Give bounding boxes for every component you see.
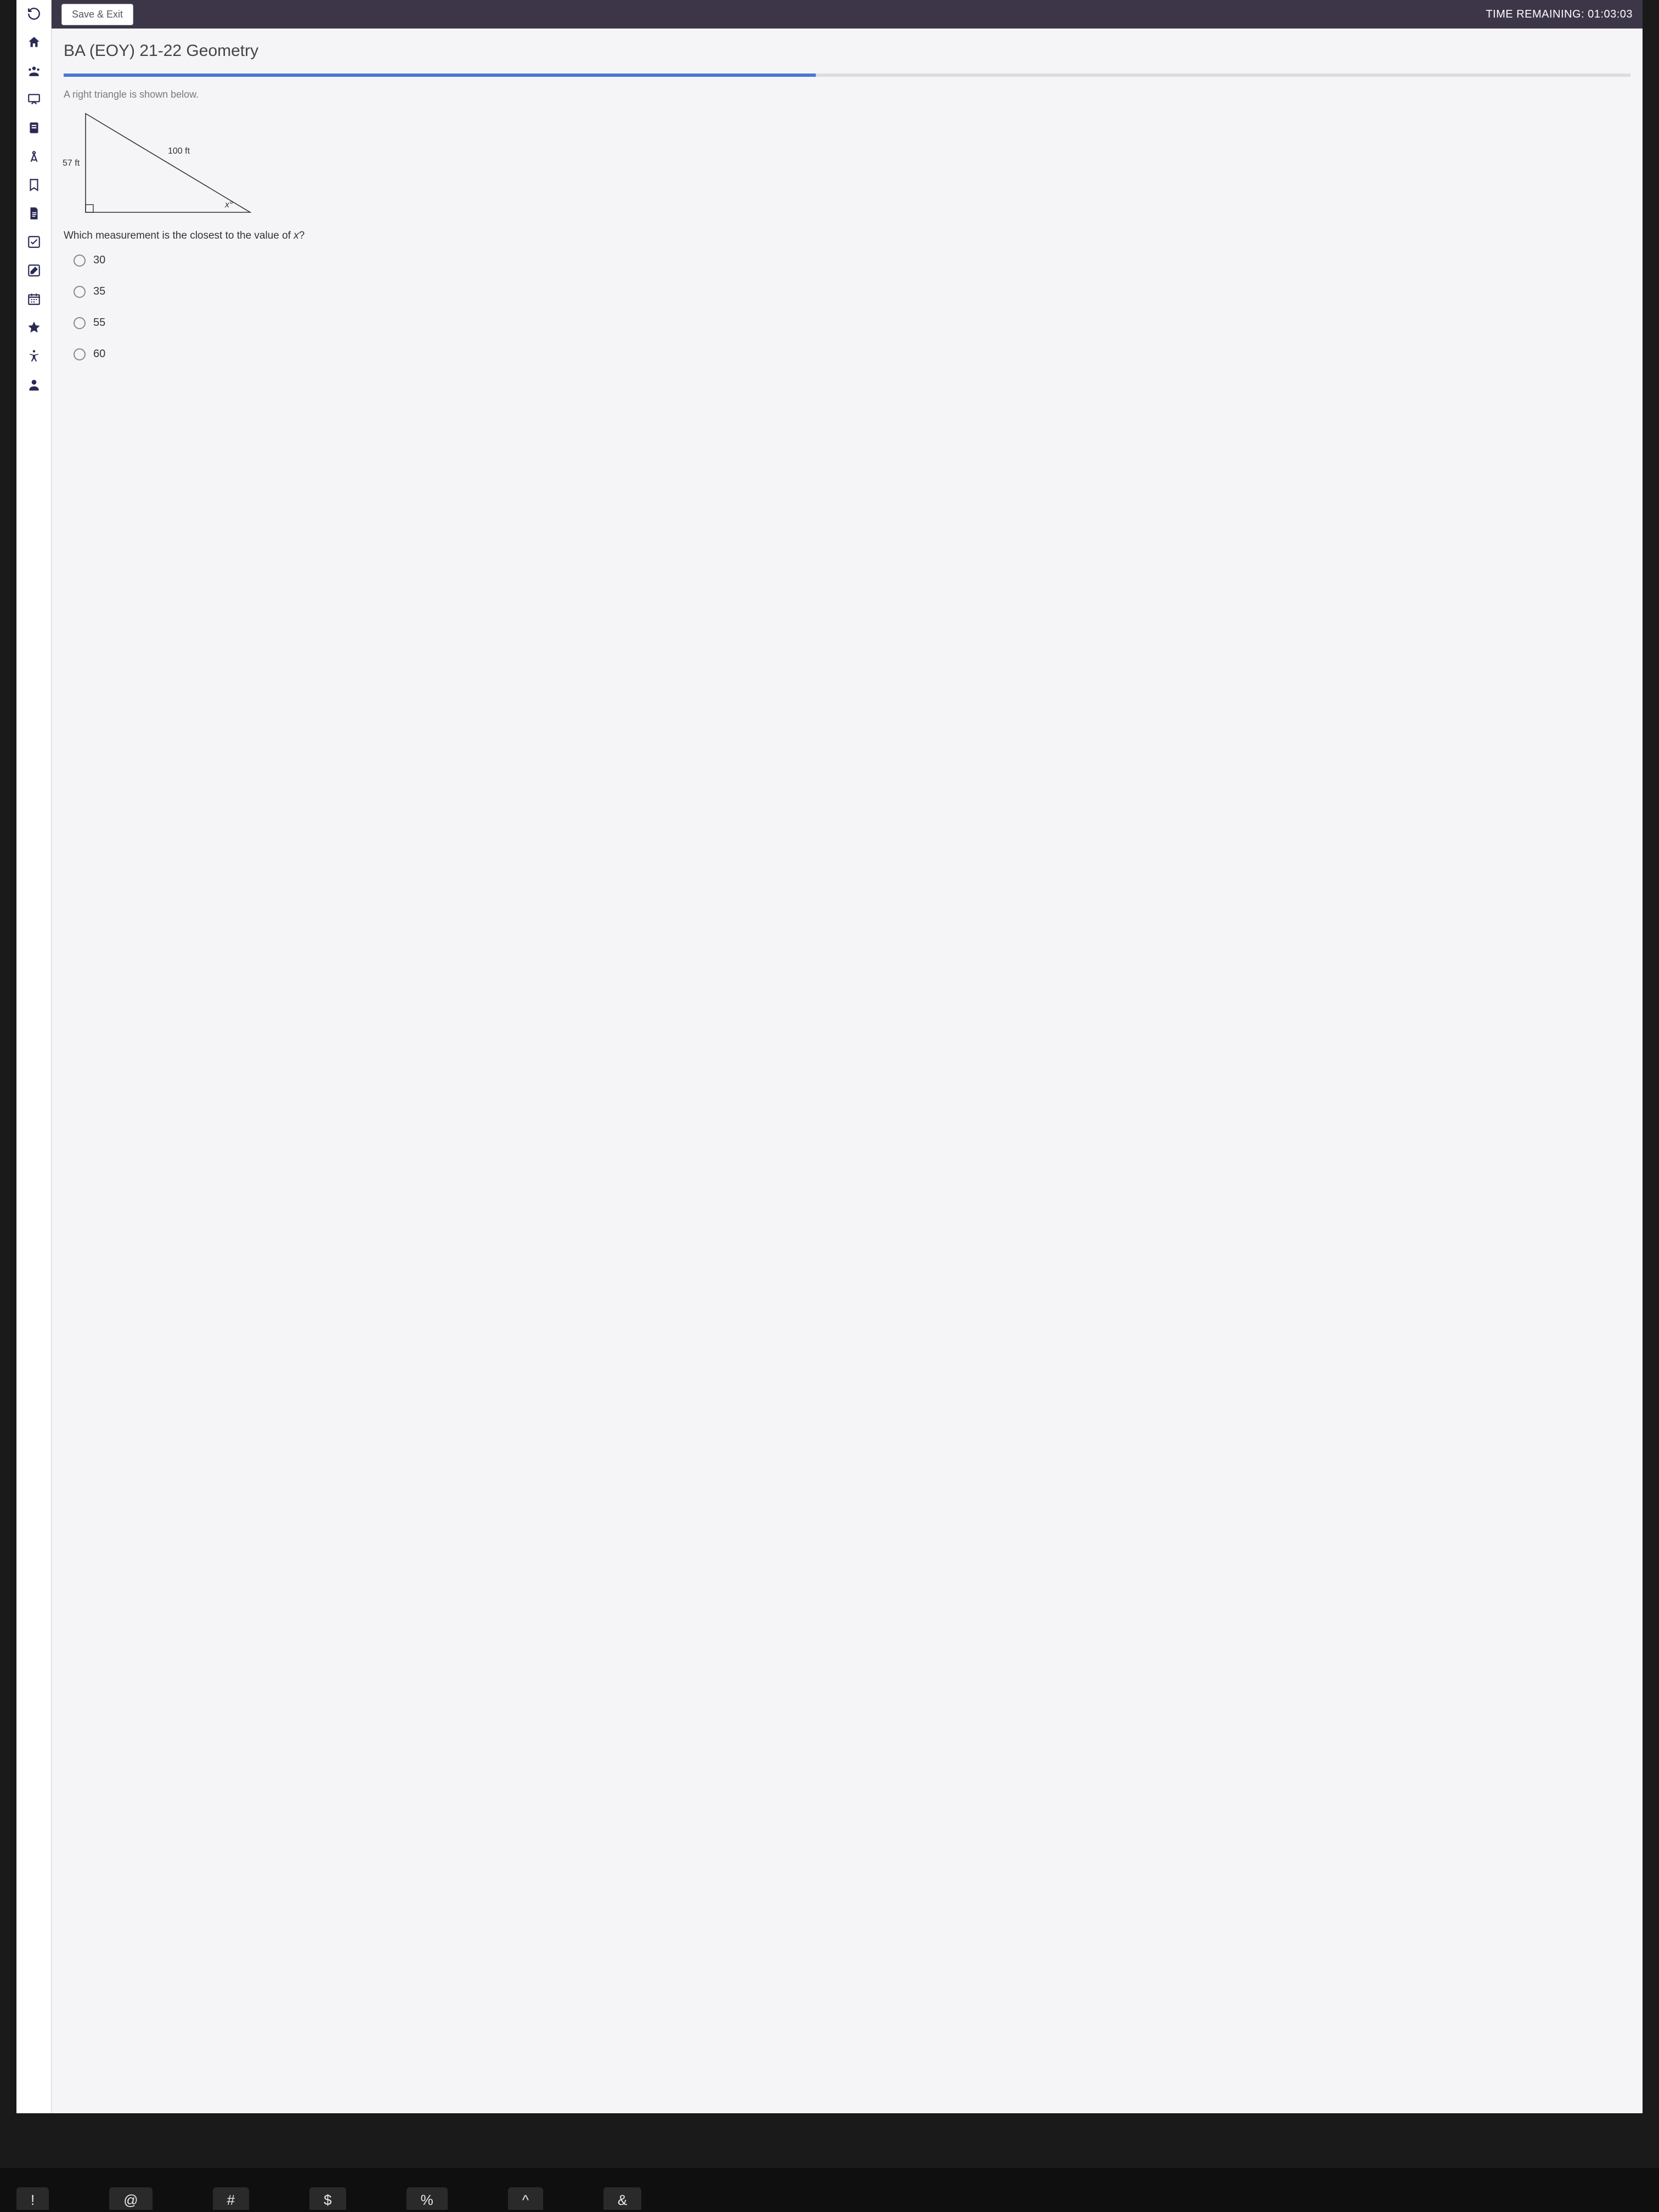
kbd-key[interactable]: @: [109, 2187, 152, 2210]
kbd-key[interactable]: #: [213, 2187, 249, 2210]
edit-box-icon[interactable]: [26, 262, 42, 279]
refresh-icon[interactable]: [26, 5, 42, 22]
home-icon[interactable]: [26, 34, 42, 50]
check-box-icon[interactable]: [26, 234, 42, 250]
radio-icon: [74, 255, 86, 267]
document-icon[interactable]: [26, 205, 42, 222]
title-area: BA (EOY) 21-22 Geometry: [52, 29, 1643, 66]
kbd-key[interactable]: $: [309, 2187, 346, 2210]
keyboard-row: ! @ # $ % ^ &: [0, 2168, 1659, 2212]
option-2[interactable]: 55: [74, 317, 1630, 329]
kbd-key[interactable]: &: [603, 2187, 641, 2210]
compass-tool-icon[interactable]: [26, 148, 42, 165]
bookmark-icon[interactable]: [26, 177, 42, 193]
accessibility-icon[interactable]: [26, 348, 42, 364]
radio-icon: [74, 348, 86, 360]
progress-bar: [64, 74, 1630, 77]
calendar-icon[interactable]: [26, 291, 42, 307]
kbd-key[interactable]: ^: [508, 2187, 543, 2210]
time-remaining: TIME REMAINING: 01:03:03: [1486, 8, 1633, 21]
topbar: Save & Exit TIME REMAINING: 01:03:03: [52, 0, 1643, 29]
option-label: 30: [93, 254, 105, 267]
question-text: Which measurement is the closest to the …: [64, 230, 1630, 242]
question-prompt: A right triangle is shown below.: [64, 89, 1630, 100]
main-content: Save & Exit TIME REMAINING: 01:03:03 BA …: [52, 0, 1643, 2113]
option-label: 55: [93, 317, 105, 329]
time-remaining-value: 01:03:03: [1588, 8, 1633, 20]
save-exit-button[interactable]: Save & Exit: [61, 4, 133, 25]
people-icon[interactable]: [26, 63, 42, 79]
star-icon[interactable]: [26, 319, 42, 336]
option-1[interactable]: 35: [74, 285, 1630, 298]
kbd-key[interactable]: %: [407, 2187, 448, 2210]
sidebar: [16, 0, 52, 2113]
kbd-key[interactable]: !: [16, 2187, 49, 2210]
book-icon[interactable]: [26, 120, 42, 136]
triangle-angle-label: x°: [225, 200, 233, 210]
user-icon[interactable]: [26, 376, 42, 393]
triangle-figure: 57 ft 100 ft x°: [64, 108, 261, 223]
progress-fill: [64, 74, 816, 77]
answer-options: 30 35 55 60: [52, 242, 1643, 360]
option-label: 35: [93, 285, 105, 298]
time-remaining-label: TIME REMAINING:: [1486, 8, 1584, 20]
triangle-left-label: 57 ft: [63, 159, 80, 168]
radio-icon: [74, 317, 86, 329]
option-3[interactable]: 60: [74, 348, 1630, 360]
page-title: BA (EOY) 21-22 Geometry: [64, 42, 1630, 60]
app-screen: Save & Exit TIME REMAINING: 01:03:03 BA …: [16, 0, 1643, 2113]
option-label: 60: [93, 348, 105, 360]
triangle-hypotenuse-label: 100 ft: [168, 146, 190, 156]
presentation-icon[interactable]: [26, 91, 42, 108]
question-area: A right triangle is shown below. 57 ft 1…: [52, 77, 1643, 242]
option-0[interactable]: 30: [74, 254, 1630, 267]
radio-icon: [74, 286, 86, 298]
